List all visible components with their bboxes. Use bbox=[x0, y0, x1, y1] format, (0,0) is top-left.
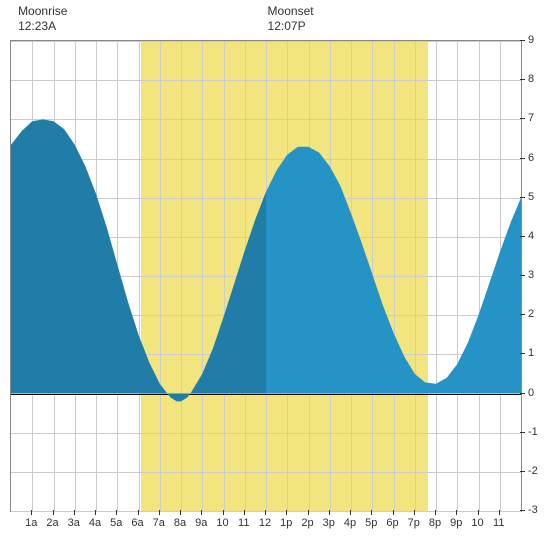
moonrise-time: 12:23A bbox=[18, 19, 67, 34]
x-tick-label: 1p bbox=[280, 517, 292, 529]
y-tick-label: 8 bbox=[528, 73, 534, 85]
x-tick-label: 4a bbox=[89, 517, 101, 529]
y-tick-label: 2 bbox=[528, 308, 534, 320]
x-tick-label: 4p bbox=[344, 517, 356, 529]
plot-area bbox=[10, 40, 522, 512]
y-tick-label: 4 bbox=[528, 230, 534, 242]
x-tick-label: 7p bbox=[408, 517, 420, 529]
y-tick-label: -2 bbox=[528, 465, 538, 477]
x-tick-label: 9a bbox=[195, 517, 207, 529]
x-tick-label: 8a bbox=[174, 517, 186, 529]
x-tick-label: 11 bbox=[238, 517, 249, 529]
tide-area-curve bbox=[11, 41, 521, 511]
x-tick-label: 7a bbox=[153, 517, 165, 529]
x-tick-label: 3a bbox=[68, 517, 80, 529]
x-tick-label: 12 bbox=[259, 517, 271, 529]
moonset-label: Moonset 12:07P bbox=[268, 4, 314, 34]
x-tick-label: 5p bbox=[365, 517, 377, 529]
x-tick-label: 10 bbox=[471, 517, 483, 529]
x-tick-label: 3p bbox=[323, 517, 335, 529]
y-tick-label: 6 bbox=[528, 152, 534, 164]
x-tick-label: 2p bbox=[301, 517, 313, 529]
x-tick-label: 6a bbox=[131, 517, 143, 529]
moonset-time: 12:07P bbox=[268, 19, 314, 34]
tide-chart: Moonrise 12:23A Moonset 12:07P 1a 2a 3a 4a 5… bbox=[0, 0, 550, 550]
x-tick-label: 2a bbox=[46, 517, 58, 529]
x-tick-label: 8p bbox=[429, 517, 441, 529]
y-tick-label: -1 bbox=[528, 426, 538, 438]
x-tick-label: 6p bbox=[386, 517, 398, 529]
y-tick-label: 1 bbox=[528, 347, 534, 359]
x-tick-label: 1a bbox=[25, 517, 37, 529]
moonrise-title: Moonrise bbox=[18, 4, 67, 19]
y-tick-label: 7 bbox=[528, 112, 534, 124]
y-tick-label: 0 bbox=[528, 387, 534, 399]
y-tick-label: 9 bbox=[528, 34, 534, 46]
x-tick-label: 10 bbox=[216, 517, 228, 529]
x-tick-label: 5a bbox=[110, 517, 122, 529]
x-tick-label: 9p bbox=[450, 517, 462, 529]
y-tick-label: -3 bbox=[528, 504, 538, 516]
moonset-title: Moonset bbox=[268, 4, 314, 19]
x-tick-label: 11 bbox=[493, 517, 504, 529]
y-tick-label: 3 bbox=[528, 269, 534, 281]
moonrise-label: Moonrise 12:23A bbox=[18, 4, 67, 34]
y-tick-label: 5 bbox=[528, 191, 534, 203]
